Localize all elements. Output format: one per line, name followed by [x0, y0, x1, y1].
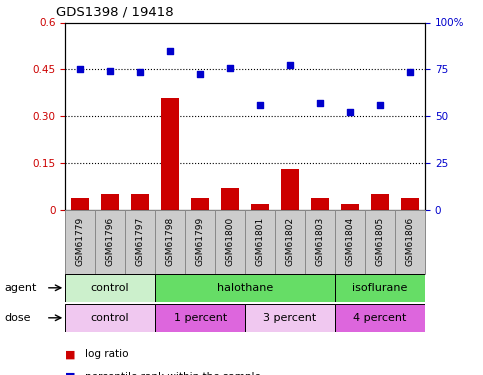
Text: GSM61797: GSM61797	[136, 217, 145, 267]
Bar	[245, 210, 275, 274]
Text: GSM61805: GSM61805	[376, 217, 384, 267]
Text: isoflurane: isoflurane	[353, 283, 408, 293]
Bar	[65, 210, 95, 274]
Bar	[395, 210, 425, 274]
Bar	[185, 210, 215, 274]
Text: agent: agent	[5, 283, 37, 293]
Point	[226, 64, 234, 70]
Text: GSM61801: GSM61801	[256, 217, 265, 267]
Bar	[191, 198, 209, 210]
Bar	[155, 210, 185, 274]
Text: 1 percent: 1 percent	[173, 313, 227, 323]
Bar	[95, 210, 125, 274]
Text: log ratio: log ratio	[85, 350, 128, 359]
Bar	[401, 198, 419, 210]
Bar	[221, 188, 239, 210]
Point	[196, 71, 204, 77]
Bar	[335, 304, 425, 332]
Text: ■: ■	[65, 350, 76, 359]
Point	[316, 100, 324, 106]
Text: GSM61802: GSM61802	[285, 217, 295, 266]
Text: GSM61803: GSM61803	[315, 217, 325, 267]
Point	[166, 48, 174, 54]
Text: dose: dose	[5, 313, 31, 323]
Point	[256, 102, 264, 108]
Bar	[71, 198, 89, 210]
Text: GSM61796: GSM61796	[106, 217, 114, 267]
Point	[136, 69, 144, 75]
Bar	[371, 194, 389, 210]
Bar	[245, 304, 335, 332]
Bar	[161, 98, 179, 210]
Bar	[281, 170, 299, 210]
Text: ■: ■	[65, 372, 76, 375]
Bar	[155, 304, 245, 332]
Bar	[335, 274, 425, 302]
Text: GSM61806: GSM61806	[406, 217, 414, 267]
Point	[76, 66, 84, 72]
Bar	[335, 210, 365, 274]
Bar	[311, 198, 329, 210]
Bar	[131, 194, 149, 210]
Text: GDS1398 / 19418: GDS1398 / 19418	[56, 6, 173, 19]
Text: GSM61798: GSM61798	[166, 217, 175, 267]
Text: 3 percent: 3 percent	[264, 313, 317, 323]
Bar	[101, 194, 119, 210]
Text: GSM61800: GSM61800	[226, 217, 235, 267]
Bar	[341, 204, 359, 210]
Bar	[215, 210, 245, 274]
Text: control: control	[91, 283, 129, 293]
Text: GSM61779: GSM61779	[76, 217, 85, 267]
Bar	[125, 210, 155, 274]
Point	[406, 69, 414, 75]
Text: halothane: halothane	[217, 283, 273, 293]
Point	[106, 68, 114, 74]
Text: 4 percent: 4 percent	[354, 313, 407, 323]
Bar	[155, 274, 335, 302]
Bar	[251, 204, 269, 210]
Text: GSM61804: GSM61804	[345, 217, 355, 266]
Text: percentile rank within the sample: percentile rank within the sample	[85, 372, 260, 375]
Text: control: control	[91, 313, 129, 323]
Point	[376, 102, 384, 108]
Point	[286, 62, 294, 68]
Bar	[365, 210, 395, 274]
Bar	[305, 210, 335, 274]
Bar	[65, 304, 155, 332]
Bar	[275, 210, 305, 274]
Bar	[65, 274, 155, 302]
Text: GSM61799: GSM61799	[196, 217, 205, 267]
Point	[346, 109, 354, 115]
